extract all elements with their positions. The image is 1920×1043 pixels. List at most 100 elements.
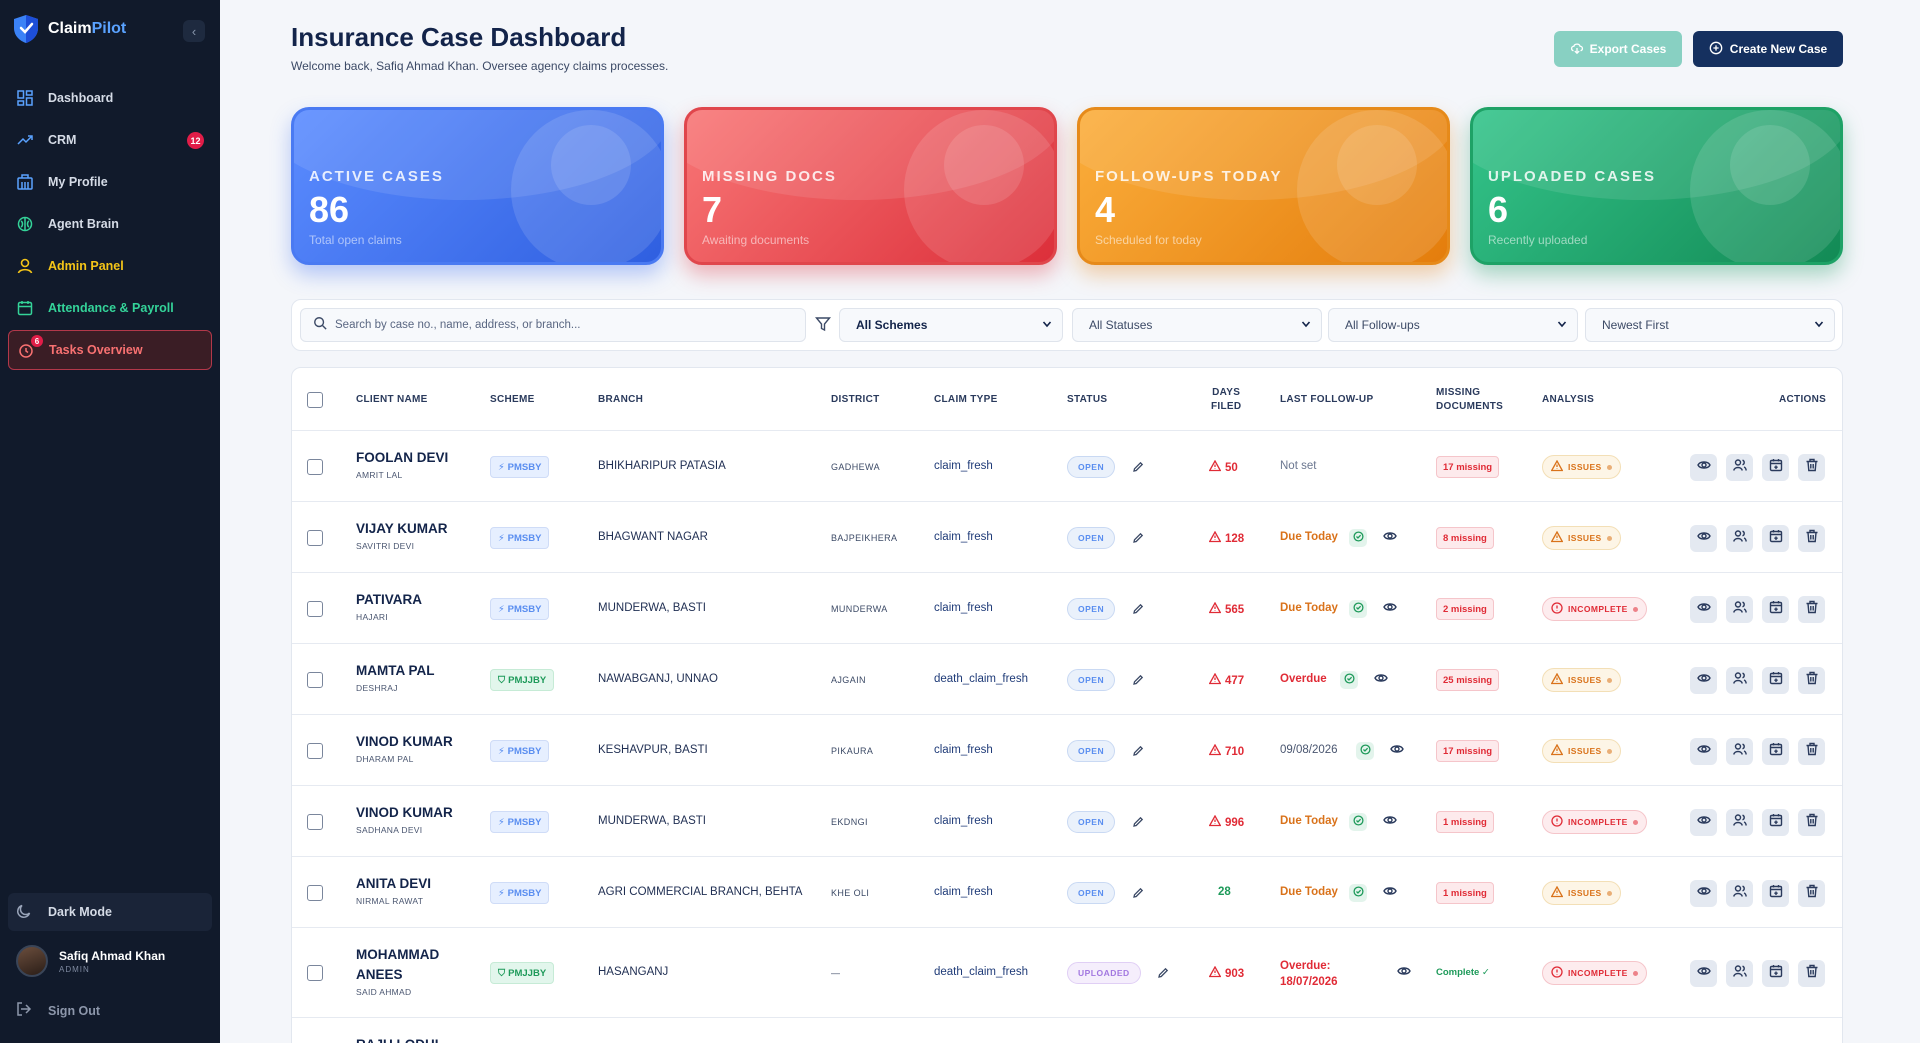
client-name[interactable]: FOOLAN DEVI [356,450,449,465]
analysis-badge[interactable]: ISSUES [1542,455,1621,479]
col-claim-type[interactable]: CLAIM TYPE [934,394,998,405]
edit-status-icon[interactable] [1132,886,1144,904]
schedule-follow-up-button[interactable] [1762,596,1789,623]
edit-status-icon[interactable] [1132,531,1144,549]
delete-case-button[interactable] [1798,809,1825,836]
mark-done-button[interactable] [1349,884,1367,902]
table-row[interactable]: FOOLAN DEVI AMRIT LAL ⚡ PMSBY BHIKHARIPUR PA… [292,431,1842,502]
table-row[interactable]: MAMTA PAL DESHRAJ ⛉ PMJJBY NAWABGANJ, UNNAO A… [292,644,1842,715]
missing-documents[interactable]: 2 missing [1436,598,1494,620]
assign-agent-button[interactable] [1726,525,1753,552]
analysis-badge[interactable]: INCOMPLETE [1542,961,1647,985]
edit-status-icon[interactable] [1132,744,1144,762]
row-checkbox[interactable] [307,672,323,688]
mark-done-button[interactable] [1349,529,1367,547]
mark-done-button[interactable] [1349,813,1367,831]
delete-case-button[interactable] [1798,738,1825,765]
table-row[interactable]: VIJAY KUMAR SAVITRI DEVI ⚡ PMSBY BHAGWANT NA… [292,502,1842,573]
assign-agent-button[interactable] [1726,809,1753,836]
stat-card-missing-docs[interactable]: MISSING DOCS 7 Awaiting documents [684,107,1057,265]
select-all-checkbox[interactable] [307,392,323,408]
client-name[interactable]: PATIVARA [356,592,422,607]
filter-icon[interactable] [815,316,831,337]
col-branch[interactable]: BRANCH [598,394,644,405]
search-input[interactable] [335,319,775,331]
analysis-badge[interactable]: INCOMPLETE [1542,597,1647,621]
sidebar-item-crm[interactable]: CRM 12 [8,120,212,160]
schedule-follow-up-button[interactable] [1762,738,1789,765]
delete-case-button[interactable] [1798,454,1825,481]
view-follow-up-button[interactable] [1388,742,1406,760]
view-case-button[interactable] [1690,880,1717,907]
edit-status-icon[interactable] [1132,602,1144,620]
sidebar-item-my-profile[interactable]: My Profile [8,162,212,202]
view-case-button[interactable] [1690,454,1717,481]
client-name[interactable]: MAMTA PAL [356,663,435,678]
missing-documents[interactable]: 17 missing [1436,740,1500,762]
analysis-badge[interactable]: ISSUES [1542,668,1621,692]
col-district[interactable]: DISTRICT [831,394,880,405]
dark-mode-toggle[interactable]: Dark Mode [8,893,212,931]
sidebar-item-agent-brain[interactable]: Agent Brain [8,204,212,244]
schedule-follow-up-button[interactable] [1762,525,1789,552]
delete-case-button[interactable] [1798,880,1825,907]
row-checkbox[interactable] [307,814,323,830]
sign-out-button[interactable]: Sign Out [8,1001,212,1020]
mark-done-button[interactable] [1356,742,1374,760]
create-new-case-button[interactable]: Create New Case [1693,31,1843,67]
missing-documents[interactable]: 25 missing [1436,669,1500,691]
client-name[interactable]: RAJU LODHI [356,1035,439,1043]
stat-card-follow-ups-today[interactable]: FOLLOW-UPS TODAY 4 Scheduled for today [1077,107,1450,265]
col-missing-documents[interactable]: MISSING DOCUMENTS [1436,387,1504,412]
table-row[interactable]: PATIVARA HAJARI ⚡ PMSBY MUNDERWA, BASTI MUNDE… [292,573,1842,644]
mark-done-button[interactable] [1340,671,1358,689]
followup-select[interactable]: All Follow-ups [1328,308,1578,342]
analysis-badge[interactable]: ISSUES [1542,739,1621,763]
row-checkbox[interactable] [307,530,323,546]
edit-status-icon[interactable] [1132,815,1144,833]
scheme-select[interactable]: All Schemes [839,308,1063,342]
client-name[interactable]: VINOD KUMAR [356,734,453,749]
row-checkbox[interactable] [307,743,323,759]
row-checkbox[interactable] [307,885,323,901]
sort-select[interactable]: Newest First [1585,308,1835,342]
client-name[interactable]: VINOD KUMAR [356,805,453,820]
assign-agent-button[interactable] [1726,880,1753,907]
collapse-sidebar-button[interactable]: ‹ [183,20,205,42]
user-profile[interactable]: Safiq Ahmad Khan ADMIN [8,945,212,977]
analysis-badge[interactable]: INCOMPLETE [1542,810,1647,834]
status-select[interactable]: All Statuses [1072,308,1322,342]
delete-case-button[interactable] [1798,596,1825,623]
edit-status-icon[interactable] [1132,460,1144,478]
delete-case-button[interactable] [1798,960,1825,987]
table-row[interactable]: ANITA DEVI NIRMAL RAWAT ⚡ PMSBY AGRI COMMERC… [292,857,1842,928]
sidebar-item-tasks-overview[interactable]: 6 Tasks Overview [8,330,212,370]
sidebar-item-admin-panel[interactable]: Admin Panel [8,246,212,286]
view-case-button[interactable] [1690,525,1717,552]
view-follow-up-button[interactable] [1372,671,1390,689]
table-row[interactable]: VINOD KUMAR DHARAM PAL ⚡ PMSBY KESHAVPUR, BA… [292,715,1842,786]
view-follow-up-button[interactable] [1381,813,1399,831]
client-name[interactable]: VIJAY KUMAR [356,521,448,536]
schedule-follow-up-button[interactable] [1762,880,1789,907]
schedule-follow-up-button[interactable] [1762,667,1789,694]
delete-case-button[interactable] [1798,525,1825,552]
view-case-button[interactable] [1690,667,1717,694]
view-follow-up-button[interactable] [1381,529,1399,547]
col-days-filed[interactable]: DAYS FILED [1211,387,1242,412]
col-status[interactable]: STATUS [1067,394,1108,405]
col-analysis[interactable]: ANALYSIS [1542,394,1595,405]
view-case-button[interactable] [1690,809,1717,836]
assign-agent-button[interactable] [1726,454,1753,481]
sidebar-item-attendance-payroll[interactable]: Attendance & Payroll [8,288,212,328]
table-row[interactable]: MOHAMMAD ANEES SAID AHMAD ⛉ PMJJBY HASANGANJ —… [292,928,1842,1018]
analysis-badge[interactable]: ISSUES [1542,881,1621,905]
row-checkbox[interactable] [307,965,323,981]
view-case-button[interactable] [1690,960,1717,987]
col-scheme[interactable]: SCHEME [490,394,535,405]
missing-documents[interactable]: 1 missing [1436,882,1494,904]
view-case-button[interactable] [1690,738,1717,765]
view-follow-up-button[interactable] [1395,964,1413,982]
schedule-follow-up-button[interactable] [1762,960,1789,987]
missing-documents[interactable]: 8 missing [1436,527,1494,549]
